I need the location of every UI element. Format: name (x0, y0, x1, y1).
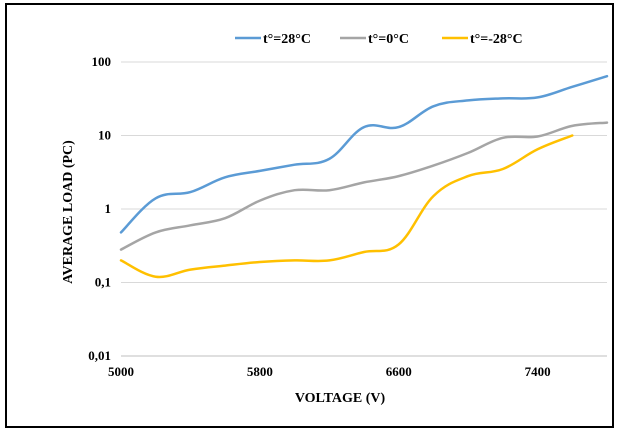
y-tick-label: 10 (98, 128, 111, 143)
legend-label: t°=0°C (368, 32, 409, 47)
y-tick-label: 0,01 (88, 348, 111, 363)
legend-label: t°=28°C (263, 32, 311, 47)
series-line-28c (119, 74, 609, 234)
legend: t°=28°C t°=0°C t°=-28°C (235, 32, 523, 47)
gridlines (121, 61, 607, 283)
x-tick-label: 7400 (525, 364, 551, 379)
series-lines (119, 74, 609, 279)
chart-frame (5, 3, 614, 428)
y-axis-title: AVERAGE LOAD (PC) (61, 140, 76, 284)
legend-label: t°=-28°C (470, 32, 523, 47)
x-tick-label: 5800 (247, 364, 273, 379)
x-axis-title: VOLTAGE (V) (295, 391, 386, 406)
y-tick-label: 100 (92, 54, 112, 69)
series-line-0c (119, 121, 609, 251)
series-line-minus28c (119, 134, 574, 279)
y-tick-label: 1 (105, 201, 112, 216)
x-tick-label: 5000 (108, 364, 134, 379)
x-tick-label: 6600 (386, 364, 412, 379)
y-tick-label: 0,1 (95, 275, 111, 290)
